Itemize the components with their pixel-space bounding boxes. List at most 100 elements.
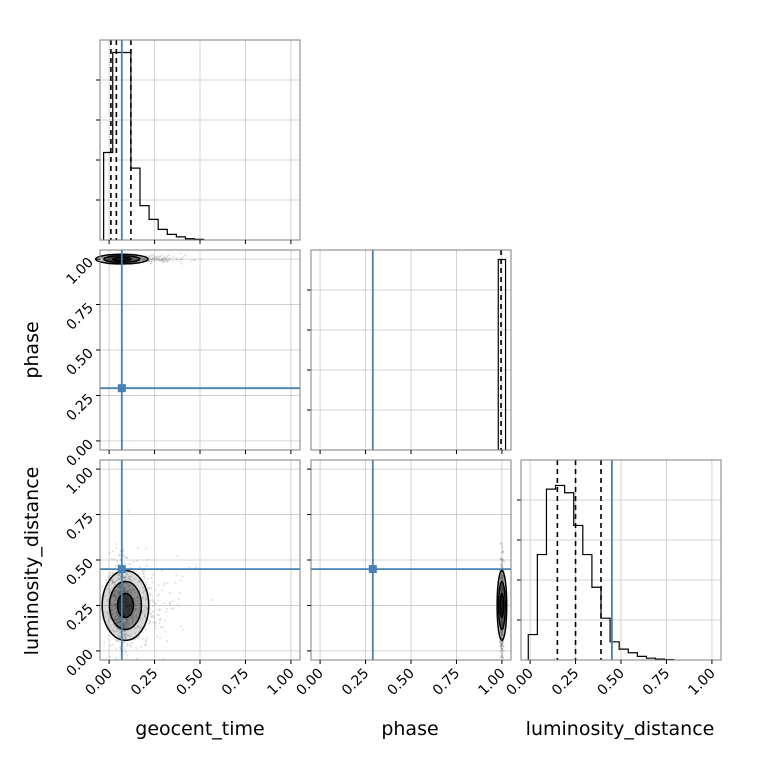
sample-point bbox=[501, 575, 504, 578]
sample-point bbox=[502, 589, 505, 592]
sample-point bbox=[174, 581, 177, 584]
sample-point bbox=[113, 583, 116, 586]
sample-point bbox=[101, 585, 104, 588]
sample-point bbox=[501, 649, 504, 652]
scatter-luminosity-distance-vs-phase: 0.00 0.25 0.50 0.75 1.00 bbox=[294, 459, 512, 699]
sample-point bbox=[500, 643, 503, 646]
x-tick-label: 0.00 bbox=[294, 666, 327, 699]
sample-point bbox=[501, 620, 504, 623]
sample-point bbox=[190, 260, 193, 263]
sample-point bbox=[499, 576, 502, 579]
sample-point bbox=[499, 631, 502, 634]
sample-point bbox=[127, 619, 130, 622]
sample-point bbox=[143, 615, 146, 618]
sample-point bbox=[130, 616, 133, 619]
sample-point bbox=[501, 587, 504, 590]
sample-point bbox=[145, 594, 148, 597]
sample-point bbox=[499, 645, 502, 648]
sample-point bbox=[500, 559, 503, 562]
sample-point bbox=[113, 605, 116, 608]
sample-point bbox=[155, 257, 158, 260]
sample-point bbox=[117, 622, 120, 625]
sample-point bbox=[142, 257, 145, 260]
sample-point bbox=[116, 618, 119, 621]
scatter-luminosity-distance-vs-geocent-time: 0.00 0.25 0.50 0.75 1.00 0.00 0.25 0.50 0.75 1.00 bbox=[63, 459, 301, 699]
sample-point bbox=[500, 637, 503, 640]
sample-point bbox=[122, 624, 125, 627]
sample-point bbox=[176, 258, 179, 261]
sample-point bbox=[500, 588, 503, 591]
sample-point bbox=[141, 618, 144, 621]
sample-point bbox=[135, 596, 138, 599]
sample-point bbox=[112, 629, 115, 632]
sample-point bbox=[500, 574, 503, 577]
sample-point bbox=[113, 594, 116, 597]
sample-point bbox=[501, 577, 504, 580]
sample-point bbox=[141, 259, 144, 262]
x-tick-label: 0.50 bbox=[594, 666, 627, 699]
sample-point bbox=[500, 641, 503, 644]
sample-point bbox=[124, 621, 127, 624]
sample-point bbox=[164, 256, 167, 259]
sample-point bbox=[500, 618, 503, 621]
sample-point bbox=[117, 614, 120, 617]
sample-point bbox=[500, 584, 503, 587]
sample-point bbox=[114, 592, 117, 595]
sample-point bbox=[119, 619, 122, 622]
sample-point bbox=[122, 625, 125, 628]
sample-point bbox=[157, 599, 160, 602]
sample-point bbox=[195, 566, 198, 569]
sample-point bbox=[131, 616, 134, 619]
sample-point bbox=[500, 589, 503, 592]
sample-point bbox=[136, 547, 139, 550]
sample-point bbox=[103, 594, 106, 597]
sample-point bbox=[131, 620, 134, 623]
sample-point bbox=[140, 256, 143, 259]
sample-point bbox=[118, 585, 121, 588]
sample-point bbox=[110, 256, 113, 259]
sample-point bbox=[154, 602, 157, 605]
sample-point bbox=[122, 590, 125, 593]
sample-point bbox=[115, 613, 118, 616]
sample-point bbox=[148, 586, 151, 589]
sample-point bbox=[501, 583, 504, 586]
sample-point bbox=[501, 633, 504, 636]
sample-point bbox=[106, 587, 109, 590]
x-tick-label: 0.00 bbox=[504, 666, 537, 699]
sample-point bbox=[154, 627, 157, 630]
sample-point bbox=[500, 618, 503, 621]
sample-point bbox=[166, 255, 169, 258]
sample-point bbox=[166, 607, 169, 610]
sample-point bbox=[114, 594, 117, 597]
sample-point bbox=[112, 580, 115, 583]
sample-point bbox=[501, 577, 504, 580]
sample-point bbox=[155, 256, 158, 259]
sample-point bbox=[131, 258, 134, 261]
sample-point bbox=[149, 612, 152, 615]
sample-point bbox=[502, 591, 505, 594]
sample-point bbox=[157, 584, 160, 587]
sample-point bbox=[499, 588, 502, 591]
sample-point bbox=[500, 577, 503, 580]
sample-point bbox=[164, 630, 167, 633]
sample-point bbox=[160, 259, 163, 262]
sample-point bbox=[499, 631, 502, 634]
sample-point bbox=[500, 631, 503, 634]
sample-point bbox=[122, 591, 125, 594]
sample-point bbox=[500, 578, 503, 581]
sample-point bbox=[109, 258, 112, 261]
sample-point bbox=[188, 566, 191, 569]
sample-point bbox=[154, 259, 157, 262]
sample-point bbox=[110, 259, 113, 262]
sample-point bbox=[164, 257, 167, 260]
sample-point bbox=[153, 258, 156, 261]
sample-point bbox=[124, 591, 127, 594]
sample-point bbox=[163, 619, 166, 622]
sample-point bbox=[499, 650, 502, 653]
sample-point bbox=[501, 623, 504, 626]
sample-point bbox=[163, 257, 166, 260]
sample-point bbox=[500, 618, 503, 621]
sample-point bbox=[151, 258, 154, 261]
sample-point bbox=[126, 625, 129, 628]
sample-point bbox=[109, 644, 112, 647]
